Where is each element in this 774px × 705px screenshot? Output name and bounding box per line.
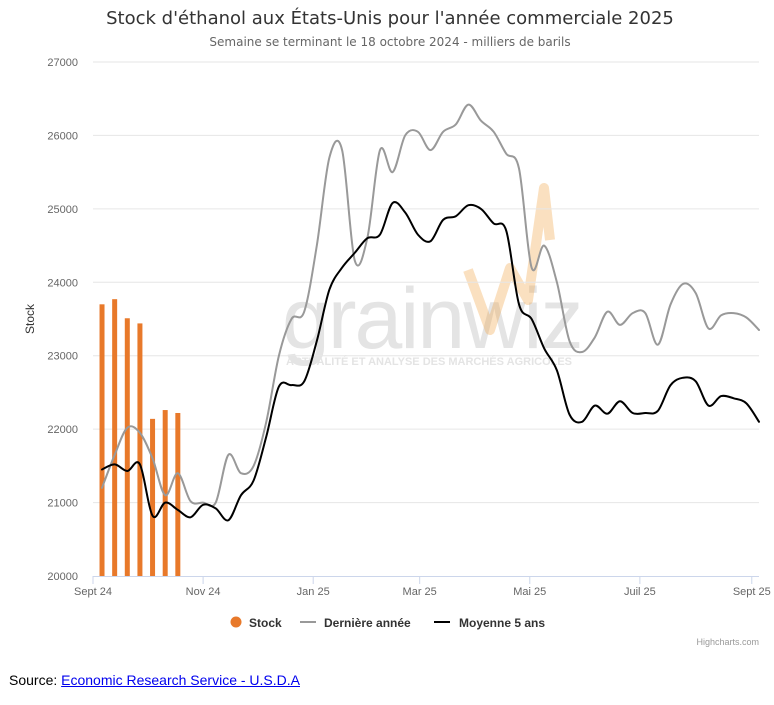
stock-bar <box>162 410 168 576</box>
x-tick-label: Nov 24 <box>186 586 221 598</box>
source-prefix: Source: <box>9 672 62 688</box>
legend-item-derniere-annee[interactable]: Dernière année <box>300 616 411 630</box>
legend-label-stock: Stock <box>249 616 282 630</box>
x-tick-label: Mar 25 <box>403 586 437 598</box>
y-tick-label: 27000 <box>47 57 78 69</box>
chart: Stock d'éthanol aux États-Unis pour l'an… <box>23 7 771 647</box>
y-tick-label: 22000 <box>47 424 78 436</box>
y-tick-label: 20000 <box>47 571 78 583</box>
x-tick-label: Mai 25 <box>513 586 546 598</box>
y-tick-label: 24000 <box>47 277 78 289</box>
y-axis: 20000 21000 22000 23000 24000 25000 26000 27000 <box>47 57 78 583</box>
chart-subtitle: Semaine se terminant le 18 octobre 2024 … <box>209 35 570 49</box>
stock-bar <box>137 323 143 576</box>
line-moyenne-5-ans <box>101 201 760 522</box>
watermark-logo-text: grainwiz <box>282 271 581 367</box>
stock-bar <box>175 412 181 576</box>
x-tick-label: Sept 24 <box>74 586 112 598</box>
y-tick-label: 21000 <box>47 498 78 510</box>
line-derniere-annee <box>101 103 760 508</box>
x-axis: Sept 24 Nov 24 Jan 25 Mar 25 Mai 25 Juil 25 Se… <box>74 576 771 598</box>
x-tick-label: Jan 25 <box>297 586 330 598</box>
legend-item-stock[interactable]: Stock <box>230 616 283 630</box>
watermark-tagline: ACTUALITÉ ET ANALYSE DES MARCHÉS AGRICOL… <box>286 355 572 368</box>
legend: Stock Dernière année Moyenne 5 ans <box>230 616 545 630</box>
source-link[interactable]: Economic Research Service - U.S.D.A <box>61 672 300 688</box>
x-tick-label: Sept 25 <box>733 586 771 598</box>
legend-item-moyenne-5-ans[interactable]: Moyenne 5 ans <box>434 616 545 630</box>
grainwiz-watermark-logo: grainwiz ACTUALITÉ ET ANALYSE DES MARCHÉ… <box>282 183 583 368</box>
stock-bar <box>112 299 118 576</box>
series-lines <box>101 103 760 522</box>
legend-label-derniere-annee: Dernière année <box>324 616 411 630</box>
legend-symbol-stock <box>230 616 242 628</box>
y-tick-label: 25000 <box>47 204 78 216</box>
y-axis-title: Stock <box>23 303 37 334</box>
source-line: Source: Economic Research Service - U.S.… <box>9 672 300 688</box>
stock-bars <box>99 299 181 576</box>
x-tick-label: Juil 25 <box>624 586 656 598</box>
y-tick-label: 26000 <box>47 130 78 142</box>
grid <box>93 61 759 504</box>
stock-bar <box>150 418 156 576</box>
stock-bar <box>99 304 105 576</box>
highcharts-credits[interactable]: Highcharts.com <box>696 637 759 647</box>
y-tick-label: 23000 <box>47 351 78 363</box>
chart-title: Stock d'éthanol aux États-Unis pour l'an… <box>106 7 674 29</box>
watermark-w-mark <box>463 183 555 335</box>
stock-bar <box>124 318 130 576</box>
legend-label-moyenne-5-ans: Moyenne 5 ans <box>459 616 545 630</box>
